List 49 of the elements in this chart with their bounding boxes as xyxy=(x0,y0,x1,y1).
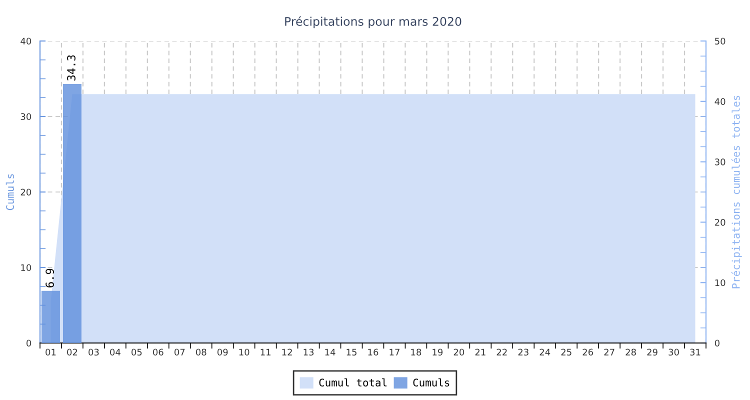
y2-tick-label: 40 xyxy=(714,98,726,105)
x-tick-label: 09 xyxy=(217,348,228,356)
data-label: 6.9 xyxy=(46,268,54,288)
x-tick-label: 16 xyxy=(368,348,378,356)
x-tick-label: 10 xyxy=(239,348,250,356)
y2-tick-label: 30 xyxy=(715,158,726,166)
x-tick-label: 07 xyxy=(174,348,185,356)
x-tick-label: 18 xyxy=(411,348,422,356)
legend-label: Cumul total xyxy=(319,378,387,386)
y-tick-label: 10 xyxy=(21,264,32,272)
x-tick-label: 15 xyxy=(346,348,356,356)
x-tick-label: 20 xyxy=(454,348,464,356)
x-tick-label: 17 xyxy=(390,348,400,356)
y2-axis-title: Précipitations cumulées totales xyxy=(731,96,742,288)
data-label: 34.3 xyxy=(67,55,76,81)
x-tick-label: 14 xyxy=(325,348,336,356)
x-tick-label: 19 xyxy=(432,348,443,356)
x-tick-label: 05 xyxy=(132,348,142,356)
x-tick-label: 22 xyxy=(496,348,507,356)
y-axis-title: Cumuls xyxy=(6,174,14,210)
x-tick-label: 02 xyxy=(67,348,78,356)
x-tick-label: 27 xyxy=(604,348,614,356)
x-tick-label: 31 xyxy=(690,348,700,356)
y2-tick-label: 20 xyxy=(714,218,726,226)
x-tick-label: 08 xyxy=(196,348,206,356)
y2-tick-label: 50 xyxy=(715,38,726,45)
x-tick-label: 28 xyxy=(626,348,636,356)
x-tick-label: 01 xyxy=(46,348,56,356)
x-tick-label: 06 xyxy=(153,348,164,356)
y-tick-label: 20 xyxy=(20,188,32,196)
x-tick-label: 12 xyxy=(282,348,292,356)
x-tick-label: 30 xyxy=(668,348,679,356)
y-tick-label: 0 xyxy=(26,340,32,347)
x-tick-label: 26 xyxy=(582,348,594,356)
chart-title: Précipitations pour mars 2020 xyxy=(285,16,462,28)
x-tick-label: 23 xyxy=(518,348,528,356)
legend-label: Cumuls xyxy=(413,378,450,386)
y-tick-label: 30 xyxy=(20,113,32,120)
x-tick-label: 24 xyxy=(540,348,550,356)
y2-tick-label: 10 xyxy=(715,279,726,286)
y2-tick-label: 0 xyxy=(714,340,720,347)
x-tick-label: 03 xyxy=(88,348,99,356)
x-tick-label: 13 xyxy=(304,348,314,356)
y-tick-label: 40 xyxy=(20,38,32,45)
x-tick-label: 21 xyxy=(475,348,486,356)
x-tick-label: 25 xyxy=(561,348,572,356)
x-tick-label: 04 xyxy=(110,348,120,356)
x-tick-label: 29 xyxy=(647,348,658,356)
x-tick-label: 11 xyxy=(260,348,270,356)
